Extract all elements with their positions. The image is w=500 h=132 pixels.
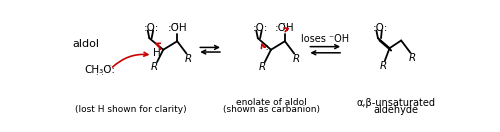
Text: loses ⁻OH: loses ⁻OH: [301, 34, 350, 44]
Text: H: H: [153, 48, 161, 58]
Text: ⁻: ⁻: [108, 64, 112, 70]
Text: CH₃O:: CH₃O:: [84, 65, 115, 75]
Text: :O:: :O:: [372, 23, 388, 33]
Text: R: R: [185, 54, 192, 64]
Text: :ÖH: :ÖH: [168, 23, 187, 33]
Text: R: R: [380, 61, 387, 71]
Text: -:: -:: [262, 42, 269, 52]
Text: :O:: :O:: [144, 23, 160, 33]
Text: (lost H shown for clarity): (lost H shown for clarity): [75, 105, 186, 114]
Text: :O:: :O:: [252, 23, 268, 33]
Text: R: R: [259, 62, 266, 72]
Text: aldehyde: aldehyde: [373, 105, 418, 115]
Text: :ÖH: :ÖH: [275, 23, 294, 33]
Text: R: R: [409, 53, 416, 63]
Text: R: R: [293, 54, 300, 64]
Text: α,β-unsaturated: α,β-unsaturated: [356, 98, 435, 108]
Text: · ·: · ·: [96, 71, 104, 80]
Text: R: R: [151, 62, 158, 72]
Text: enolate of aldol: enolate of aldol: [236, 98, 307, 107]
Text: (shown as carbanion): (shown as carbanion): [223, 105, 320, 114]
Text: aldol: aldol: [72, 39, 99, 49]
